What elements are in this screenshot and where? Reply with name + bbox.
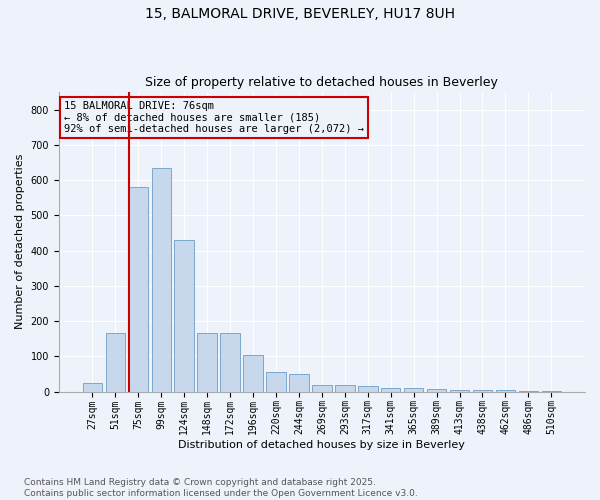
Bar xyxy=(152,168,171,392)
Bar xyxy=(427,388,446,392)
Bar xyxy=(128,187,148,392)
X-axis label: Distribution of detached houses by size in Beverley: Distribution of detached houses by size … xyxy=(178,440,466,450)
Bar xyxy=(175,240,194,392)
Text: 15, BALMORAL DRIVE, BEVERLEY, HU17 8UH: 15, BALMORAL DRIVE, BEVERLEY, HU17 8UH xyxy=(145,8,455,22)
Bar xyxy=(106,334,125,392)
Title: Size of property relative to detached houses in Beverley: Size of property relative to detached ho… xyxy=(145,76,499,90)
Bar xyxy=(266,372,286,392)
Bar xyxy=(83,382,102,392)
Bar xyxy=(404,388,424,392)
Y-axis label: Number of detached properties: Number of detached properties xyxy=(15,154,25,330)
Text: 15 BALMORAL DRIVE: 76sqm
← 8% of detached houses are smaller (185)
92% of semi-d: 15 BALMORAL DRIVE: 76sqm ← 8% of detache… xyxy=(64,101,364,134)
Bar xyxy=(473,390,492,392)
Bar xyxy=(197,334,217,392)
Bar xyxy=(381,388,400,392)
Text: Contains HM Land Registry data © Crown copyright and database right 2025.
Contai: Contains HM Land Registry data © Crown c… xyxy=(24,478,418,498)
Bar xyxy=(518,391,538,392)
Bar xyxy=(244,354,263,392)
Bar xyxy=(542,391,561,392)
Bar xyxy=(312,384,332,392)
Bar xyxy=(358,386,377,392)
Bar xyxy=(335,384,355,392)
Bar xyxy=(450,390,469,392)
Bar xyxy=(496,390,515,392)
Bar xyxy=(289,374,308,392)
Bar xyxy=(220,334,240,392)
